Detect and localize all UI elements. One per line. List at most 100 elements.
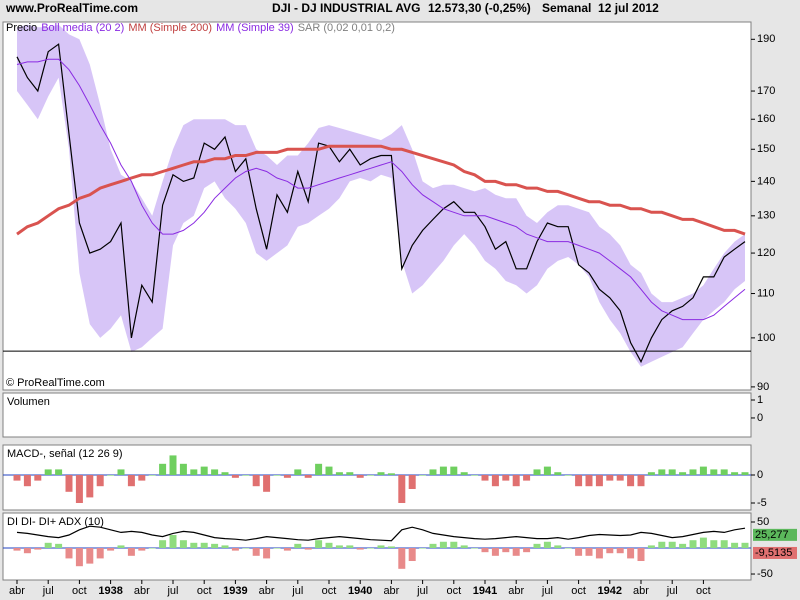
histogram-bar xyxy=(200,542,208,549)
histogram-bar xyxy=(221,472,229,476)
histogram-bar xyxy=(460,472,468,476)
histogram-bar xyxy=(533,469,541,476)
x-tick-label: abr xyxy=(508,585,524,597)
panel-title: Volumen xyxy=(7,396,50,408)
x-tick-label: jul xyxy=(42,585,54,597)
panel-content xyxy=(3,24,751,367)
histogram-bar xyxy=(117,469,125,476)
x-tick-label: jul xyxy=(166,585,178,597)
x-tick-label: 1939 xyxy=(223,585,247,597)
histogram-bar xyxy=(564,475,572,476)
histogram-bar xyxy=(575,548,583,556)
histogram-bar xyxy=(502,475,510,481)
histogram-bar xyxy=(387,546,395,549)
histogram-bar xyxy=(585,548,593,556)
histogram-bar xyxy=(658,469,666,476)
histogram-bar xyxy=(627,548,635,559)
histogram-bar xyxy=(252,548,260,556)
histogram-bar xyxy=(554,472,562,476)
histogram-bar xyxy=(200,466,208,476)
histogram-bar xyxy=(616,548,624,554)
histogram-bar xyxy=(543,466,551,476)
x-tick-label: abr xyxy=(259,585,275,597)
histogram-bar xyxy=(429,543,437,549)
histogram-bar xyxy=(699,466,707,476)
histogram-bar xyxy=(720,540,728,549)
histogram-bar xyxy=(450,466,458,476)
histogram-bar xyxy=(283,475,291,478)
x-tick-label: jul xyxy=(541,585,553,597)
histogram-bar xyxy=(554,545,562,549)
bollinger-band xyxy=(17,24,745,367)
histogram-bar xyxy=(335,472,343,476)
histogram-bar xyxy=(273,548,281,549)
histogram-bar xyxy=(179,463,187,476)
histogram-bar xyxy=(55,543,63,549)
histogram-bar xyxy=(65,475,73,492)
histogram-bar xyxy=(231,475,239,478)
panel-title: DI DI- DI+ ADX (10) xyxy=(7,516,104,528)
histogram-bar xyxy=(138,548,146,551)
current-value-box xyxy=(753,528,797,541)
histogram-bar xyxy=(283,548,291,551)
histogram-bar xyxy=(606,475,614,481)
x-tick-label: oct xyxy=(322,585,337,597)
histogram-bar xyxy=(471,475,479,476)
histogram-bar xyxy=(689,540,697,549)
histogram-bar xyxy=(117,545,125,549)
histogram-bar xyxy=(731,542,739,549)
period: Semanal 12 jul 2012 xyxy=(542,1,659,15)
histogram-bar xyxy=(481,475,489,481)
y-tick-label: 0 xyxy=(757,412,763,424)
y-tick-label: 140 xyxy=(757,175,775,187)
histogram-bar xyxy=(710,540,718,549)
histogram-bar xyxy=(211,543,219,549)
histogram-bar xyxy=(44,542,52,549)
histogram-bar xyxy=(595,548,603,559)
histogram-bar xyxy=(96,475,104,487)
x-tick-label: 1938 xyxy=(98,585,122,597)
legend: Precio Boll media (20 2) MM (Simple 200) MM… xyxy=(6,22,395,34)
histogram-bar xyxy=(294,469,302,476)
panel xyxy=(2,392,752,438)
histogram-bar xyxy=(731,472,739,476)
histogram-bar xyxy=(294,543,302,549)
histogram-bar xyxy=(668,541,676,549)
histogram-bar xyxy=(107,548,115,551)
histogram-bar xyxy=(616,475,624,481)
histogram-bar xyxy=(408,475,416,490)
series-line xyxy=(16,58,746,321)
histogram-bar xyxy=(242,548,250,549)
x-tick-label: abr xyxy=(134,585,150,597)
histogram-bar xyxy=(75,475,83,504)
legend-entry: Precio xyxy=(6,22,37,34)
y-tick-label: 160 xyxy=(757,113,775,125)
histogram-bar xyxy=(679,543,687,549)
histogram-bar xyxy=(523,475,531,481)
histogram-bar xyxy=(595,475,603,487)
histogram-bar xyxy=(398,475,406,504)
histogram-bar xyxy=(304,548,312,550)
current-value-label: 25,277 xyxy=(755,529,789,541)
histogram-bar xyxy=(543,541,551,549)
histogram-bar xyxy=(252,475,260,487)
x-tick-label: abr xyxy=(633,585,649,597)
panel-title: MACD-, señal (12 26 9) xyxy=(7,448,123,460)
histogram-bar xyxy=(439,541,447,549)
y-tick-label: 1 xyxy=(757,394,763,406)
y-tick-label: 130 xyxy=(757,210,775,222)
histogram-bar xyxy=(460,545,468,549)
x-tick-label: oct xyxy=(197,585,212,597)
legend-entry: MM (Simple 200) xyxy=(128,22,212,34)
histogram-bar xyxy=(34,548,42,550)
histogram-bar xyxy=(658,541,666,549)
histogram-bar xyxy=(65,548,73,559)
histogram-bar xyxy=(23,548,31,554)
histogram-bar xyxy=(491,475,499,487)
histogram-bar xyxy=(668,469,676,476)
y-tick-label: 100 xyxy=(757,332,775,344)
histogram-bar xyxy=(148,548,156,549)
x-tick-label: oct xyxy=(72,585,87,597)
y-tick-label: 170 xyxy=(757,85,775,97)
histogram-bar xyxy=(169,455,177,476)
